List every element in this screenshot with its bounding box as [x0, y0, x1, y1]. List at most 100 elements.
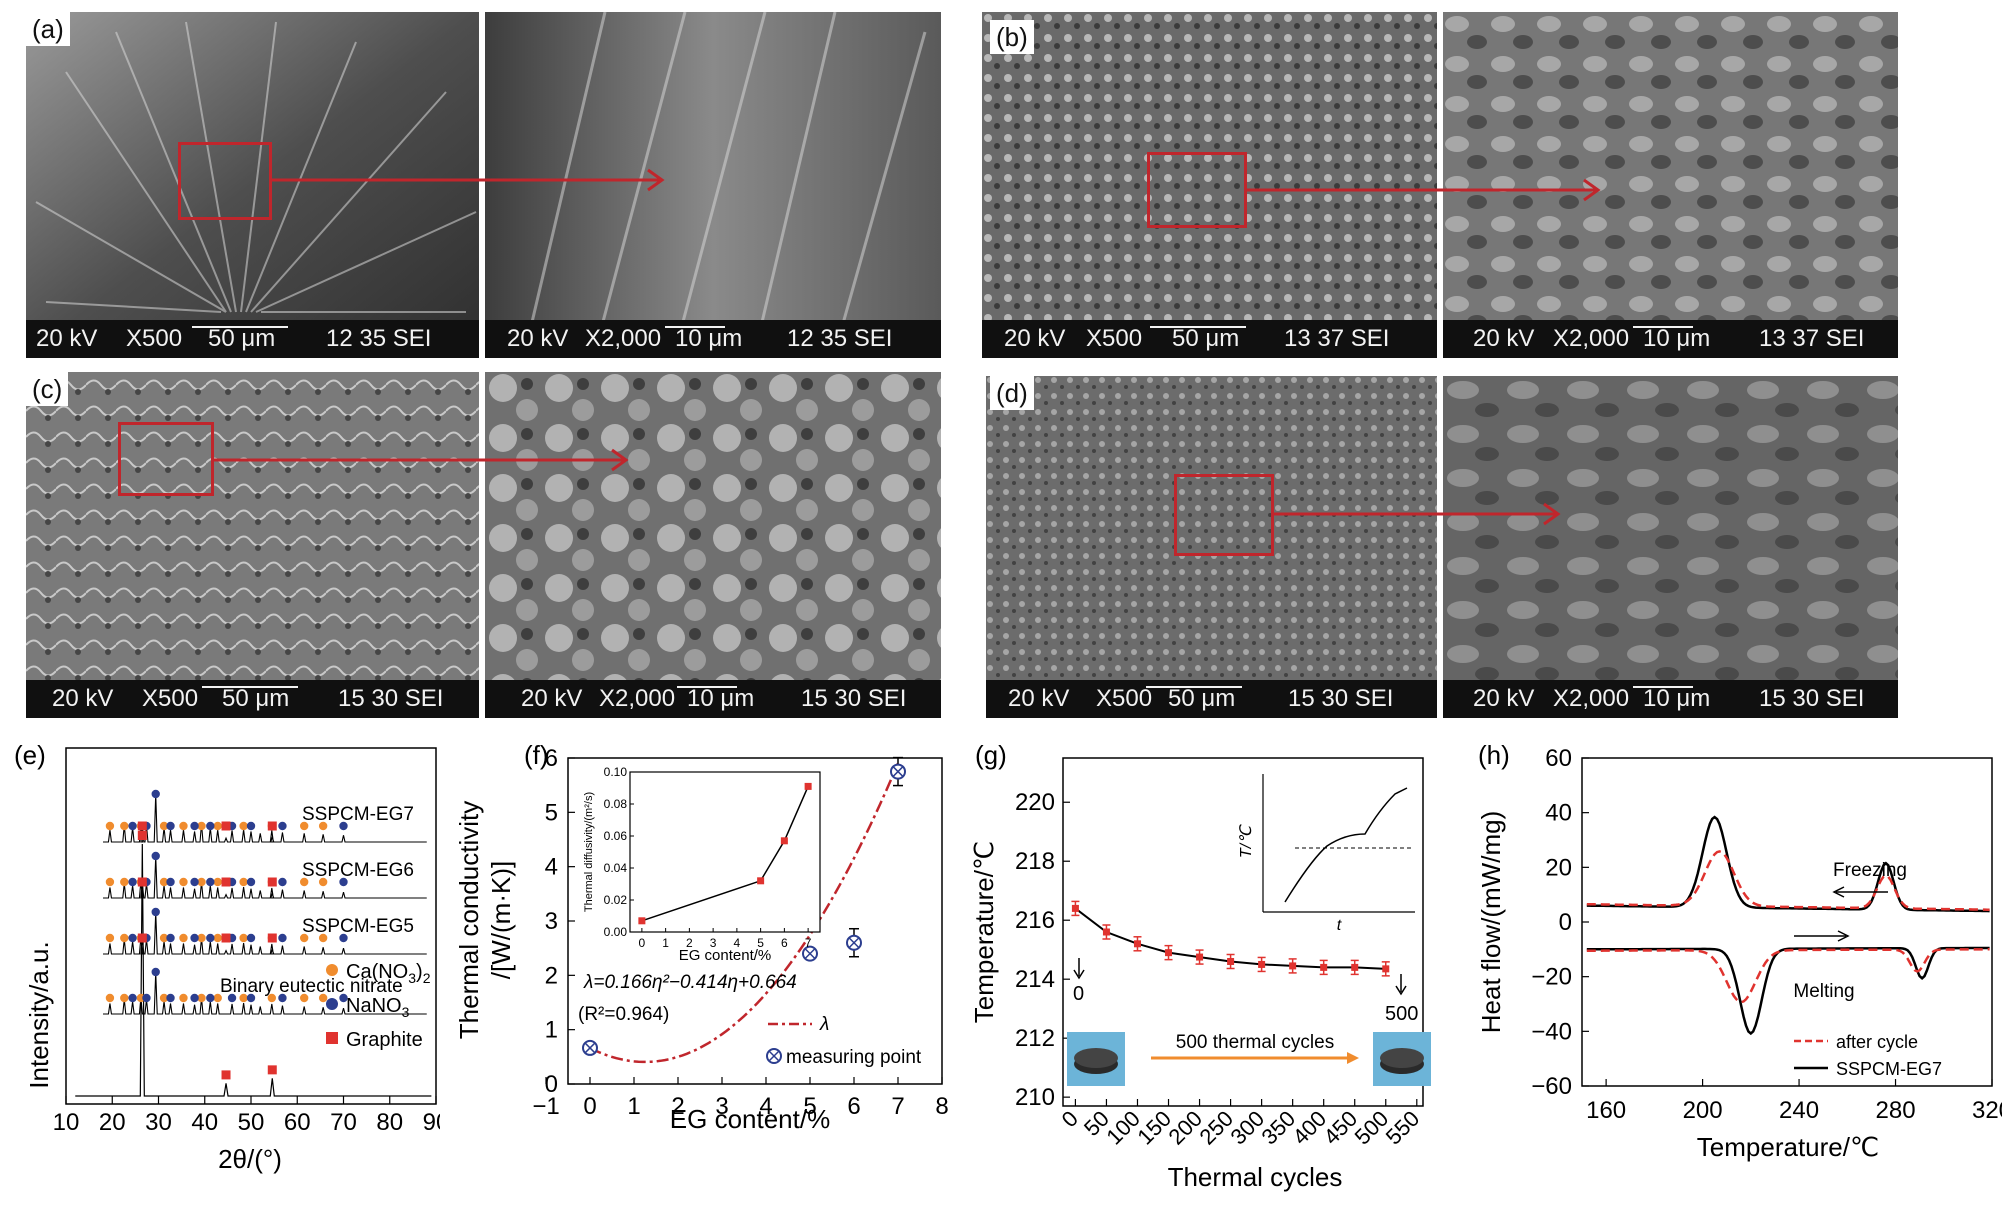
ca-nitrate-marker — [318, 933, 328, 943]
legend: λ measuring point — [766, 1014, 922, 1068]
x-tick-label: 70 — [330, 1109, 357, 1136]
na-nitrate-marker — [206, 933, 215, 943]
y-tick-label: 212 — [1015, 1025, 1055, 1052]
na-nitrate-marker — [151, 967, 160, 977]
ca-nitrate-marker — [159, 877, 169, 887]
region-of-interest — [1147, 152, 1247, 228]
na-nitrate-marker — [246, 993, 256, 1003]
ca-nitrate-marker — [159, 821, 169, 831]
trace-label: Binary eutectic nitrate — [220, 976, 403, 997]
inset-x-tick-label: 3 — [710, 936, 717, 950]
ca-nitrate-marker — [197, 821, 206, 831]
na-nitrate-marker — [142, 993, 151, 1003]
legend-marker-ca — [326, 964, 338, 976]
inset-point — [780, 837, 788, 845]
x-tick-label: 1 — [627, 1093, 640, 1120]
x-tick-label: 10 — [53, 1109, 80, 1136]
data-point — [1164, 944, 1173, 961]
na-nitrate-marker — [278, 821, 287, 831]
ca-nitrate-marker — [239, 933, 248, 943]
y-tick-label: −40 — [1531, 1018, 1572, 1045]
inset-y-tick-label: 0.06 — [604, 829, 628, 843]
ca-nitrate-marker — [213, 933, 222, 943]
graphite-marker — [221, 1070, 231, 1080]
x-tick-label: 20 — [99, 1109, 126, 1136]
ca-nitrate-marker — [197, 993, 206, 1003]
ca-nitrate-marker — [318, 821, 328, 831]
na-nitrate-marker — [128, 877, 137, 887]
ca-nitrate-marker — [213, 877, 222, 887]
ca-nitrate-marker — [120, 877, 129, 887]
panel-label-e: (e) — [14, 740, 46, 770]
ca-nitrate-marker — [239, 993, 248, 1003]
plot-frame — [1062, 757, 1424, 1107]
ca-nitrate-marker — [159, 993, 169, 1003]
trace-label: SSPCM-EG7 — [302, 804, 414, 825]
na-nitrate-marker — [128, 933, 137, 943]
ca-nitrate-marker — [179, 877, 188, 887]
inset-x-tick-label: 1 — [662, 936, 669, 950]
inset-y-label: Thermal diffusivity/(m²/s) — [583, 792, 595, 912]
sem-image-a-low: 20 kV X500 50 μm 12 35 SEI (a) — [26, 12, 479, 358]
x-tick-label: 0 — [583, 1093, 596, 1120]
after-cycle-cooling-curve — [1586, 850, 1990, 911]
sem-image-c-high: 20 kV X2,000 10 μm 15 30 SEI — [485, 372, 941, 718]
y-tick-label: 220 — [1015, 789, 1055, 816]
y-axis-label: Temperature/℃ — [969, 841, 999, 1023]
na-nitrate-marker — [151, 851, 160, 861]
y-tick-label: 218 — [1015, 848, 1055, 875]
sem-texture — [986, 376, 1437, 718]
na-nitrate-marker — [190, 933, 199, 943]
sspcm-eg7-heating-curve — [1586, 946, 1990, 1036]
sem-image-d-low: 20 kV X500 50 μm 15 30 SEI (d) — [986, 376, 1437, 718]
inset-x-tick-label: 2 — [686, 936, 693, 950]
chart-thermal-cycles: (g) 050100150200250300350400450500550210… — [969, 740, 1431, 1192]
y-tick-label: 1 — [545, 1017, 558, 1044]
freezing-label: Freezing — [1833, 860, 1907, 881]
inset-y-label: T/℃ — [1238, 824, 1255, 858]
legend-point-label: measuring point — [786, 1047, 922, 1068]
ca-nitrate-marker — [105, 877, 115, 887]
ca-nitrate-marker — [299, 993, 309, 1003]
na-nitrate-marker — [128, 993, 137, 1003]
sem-image-b-high: 20 kV X2,000 10 μm 13 37 SEI — [1443, 12, 1898, 358]
ca-nitrate-marker — [105, 821, 115, 831]
fit-r2: (R²=0.964) — [578, 1004, 669, 1025]
na-nitrate-marker — [190, 993, 199, 1003]
x-axis-label: 2θ/(°) — [218, 1144, 282, 1174]
end-label: 500 — [1385, 1003, 1418, 1025]
legend-sspcm-label: SSPCM-EG7 — [1836, 1059, 1942, 1079]
x-tick-label: 6 — [847, 1093, 860, 1120]
y-tick-label: 3 — [545, 908, 558, 935]
ca-nitrate-marker — [299, 821, 309, 831]
ca-nitrate-marker — [267, 993, 277, 1003]
x-tick-label: 30 — [145, 1109, 172, 1136]
x-tick-label: −1 — [532, 1093, 559, 1120]
y-tick-label: 214 — [1015, 966, 1055, 993]
inset-x-tick-label: 7 — [805, 936, 812, 950]
x-tick-label: 4 — [759, 1093, 772, 1120]
x-tick-label: 550 — [1381, 1106, 1425, 1150]
y-tick-label: 0 — [545, 1071, 558, 1098]
x-tick-label: 50 — [238, 1109, 265, 1136]
na-nitrate-marker — [151, 789, 160, 799]
na-nitrate-marker — [227, 993, 237, 1003]
x-tick-label: 200 — [1683, 1097, 1723, 1124]
chart-dsc: (h) 1602002402803206040200−20−40−60 Heat… — [1476, 740, 2002, 1162]
sem-info-bar: 20 kV X2,000 10 μm 15 30 SEI — [485, 680, 941, 718]
inset-y-tick-label: 0.02 — [604, 893, 628, 907]
y-tick-label: 5 — [545, 799, 558, 826]
melting-label: Melting — [1793, 981, 1854, 1002]
after-cycle-heating-curve — [1586, 948, 1990, 1004]
freezing-annotation: Freezing — [1832, 860, 1907, 898]
y-tick-label: 40 — [1545, 800, 1572, 827]
legend: Ca(NO3)2 NaNO3 Graphite — [326, 961, 431, 1051]
inset-x-tick-label: 0 — [639, 936, 646, 950]
sem-texture — [1443, 12, 1898, 358]
y-tick-label: −20 — [1531, 964, 1572, 991]
y-tick-label: 60 — [1545, 745, 1572, 772]
panel-label-f: (f) — [524, 740, 549, 770]
na-nitrate-marker — [190, 877, 199, 887]
na-nitrate-marker — [166, 821, 175, 831]
inset-y-tick-label: 0.04 — [604, 861, 628, 875]
